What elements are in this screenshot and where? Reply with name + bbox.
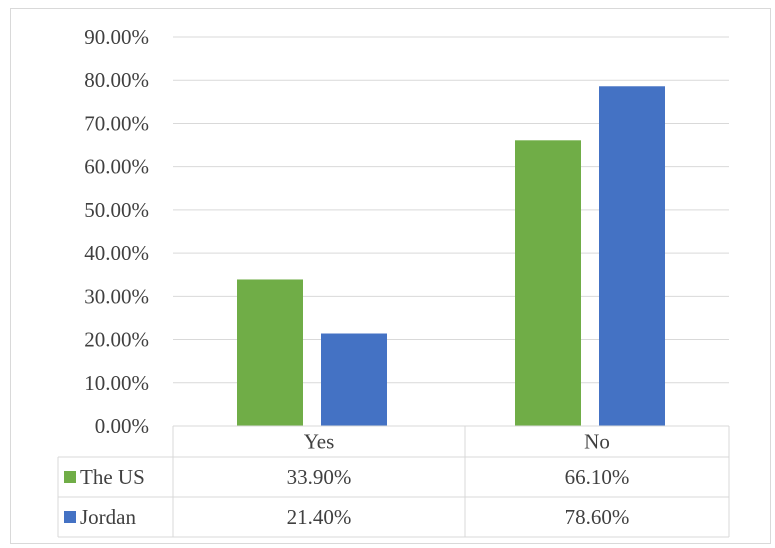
bar-jordan-yes (321, 333, 387, 426)
y-tick-label: 70.00% (84, 111, 149, 135)
y-tick-label: 40.00% (84, 241, 149, 265)
data-table-value: 21.40% (287, 505, 352, 529)
bar-jordan-no (599, 86, 665, 427)
legend-label: Jordan (80, 505, 136, 529)
y-tick-label: 60.00% (84, 155, 149, 179)
y-tick-label: 50.00% (84, 198, 149, 222)
bar-the-us-yes (237, 279, 303, 426)
y-tick-label: 0.00% (95, 414, 149, 438)
y-tick-label: 30.00% (84, 284, 149, 308)
x-tick-label: Yes (304, 430, 335, 454)
data-table-value: 78.60% (565, 505, 630, 529)
bar-the-us-no (515, 140, 581, 426)
y-axis-tick-labels: 0.00% 10.00% 20.00% 30.00% 40.00% 50.00% 60.00… (84, 25, 149, 438)
y-tick-label: 90.00% (84, 25, 149, 49)
x-tick-label: No (584, 430, 610, 454)
legend-swatch (64, 511, 76, 523)
y-tick-label: 20.00% (84, 328, 149, 352)
legend-swatch (64, 471, 76, 483)
y-tick-label: 10.00% (84, 371, 149, 395)
bars (237, 86, 665, 427)
data-table-value: 33.90% (287, 465, 352, 489)
data-table: Yes No The US 33.90% 66.10% Jordan 21.40% 78.60… (57, 425, 730, 538)
data-table-value: 66.10% (565, 465, 630, 489)
legend-label: The US (80, 465, 145, 489)
y-tick-label: 80.00% (84, 68, 149, 92)
